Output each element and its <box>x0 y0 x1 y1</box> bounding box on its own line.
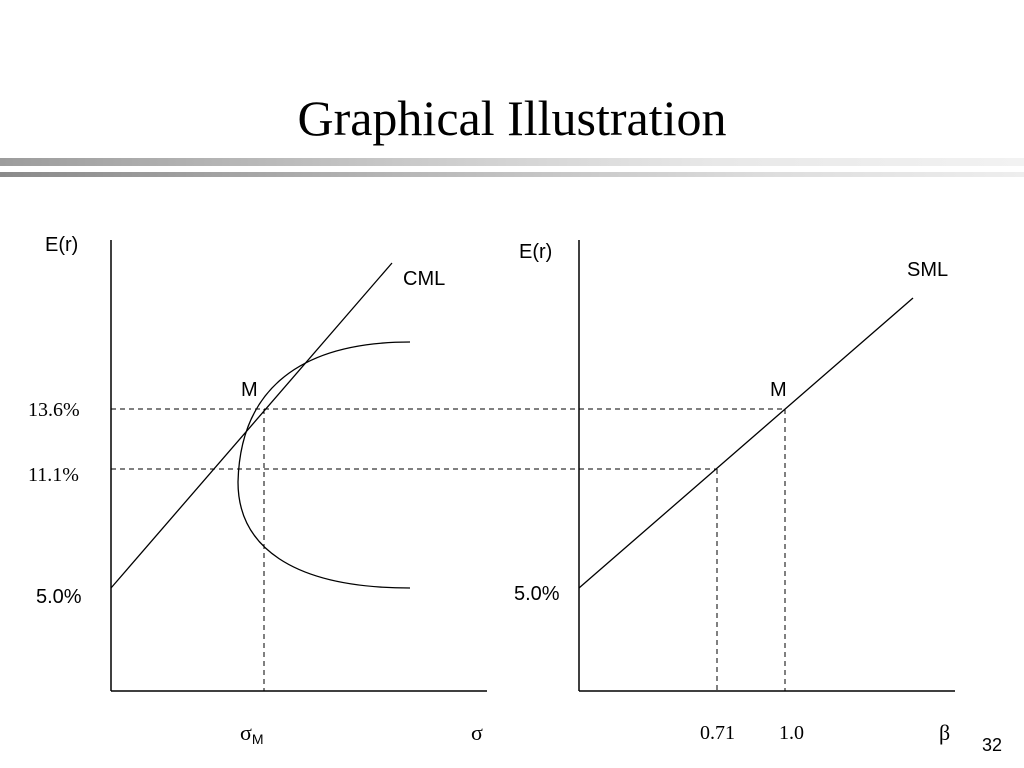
left-market-point-label: M <box>241 379 258 401</box>
sml-panel: E(r) SML M 5.0% 0.71 1.0 β <box>514 240 955 745</box>
sigma-axis-label: σ <box>471 720 483 745</box>
beta-axis-label: β <box>939 720 950 745</box>
left-risk-free-tick-label: 5.0% <box>36 586 82 608</box>
left-y-axis-label: E(r) <box>45 234 78 256</box>
cml-panel: E(r) CML M 13.6% 11.1% 5.0% σM σ <box>28 234 785 747</box>
title-divider-top <box>0 158 1024 166</box>
cml-label: CML <box>403 268 445 290</box>
sigma-m-symbol: σ <box>240 720 252 745</box>
right-y-axis-label: E(r) <box>519 241 552 263</box>
efficient-frontier-curve <box>237 341 411 589</box>
slide-title: Graphical Illustration <box>297 90 727 146</box>
right-risk-free-tick-label: 5.0% <box>514 583 560 605</box>
market-return-tick-label: 13.6% <box>28 399 80 421</box>
cml-line <box>110 262 393 589</box>
sml-label: SML <box>907 259 948 281</box>
asset-return-tick-label: 11.1% <box>28 464 79 486</box>
sigma-m-subscript: M <box>252 731 264 747</box>
sigma-m-label: σM <box>240 720 264 747</box>
sml-line <box>578 297 914 589</box>
right-market-point-label: M <box>770 379 787 401</box>
page-number: 32 <box>982 735 1003 755</box>
asset-beta-tick-label: 0.71 <box>700 722 735 744</box>
title-divider-bottom <box>0 172 1024 177</box>
market-beta-tick-label: 1.0 <box>779 722 804 744</box>
